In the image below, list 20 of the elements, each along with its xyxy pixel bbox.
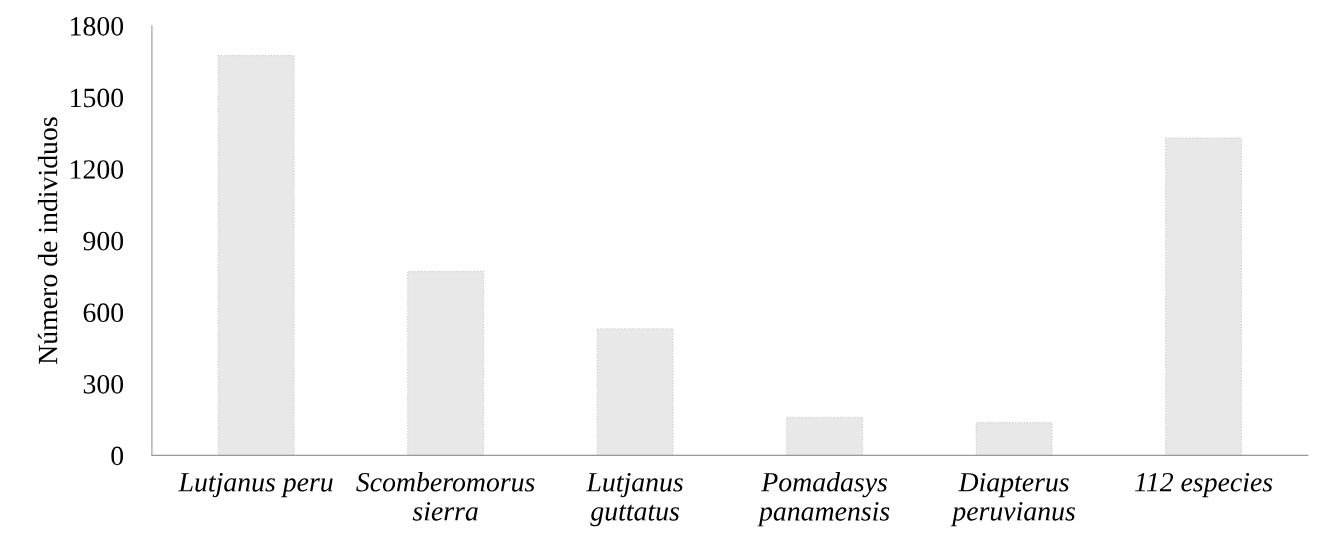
bar (1165, 137, 1243, 456)
bar (217, 55, 295, 456)
bar (407, 271, 485, 456)
y-axis-title: Número de individuos (37, 117, 58, 364)
y-tick-label: 0 (111, 446, 124, 466)
bar (786, 416, 864, 456)
y-tick-label: 300 (83, 374, 124, 394)
bar (975, 422, 1053, 456)
x-tick-label: Pomadasys panamensis (757, 472, 890, 527)
y-tick-label: 600 (83, 303, 124, 323)
x-tick-label: Diapterus peruvianus (950, 472, 1075, 527)
x-tick-label: Lutjanus peru (178, 472, 333, 498)
y-tick-label: 900 (83, 231, 124, 251)
x-tick-label: Scomberomorus sierra (356, 472, 535, 521)
y-tick-label: 1800 (71, 16, 124, 36)
x-tick-label: 112 especies (1135, 472, 1273, 498)
y-tick-label: 1200 (71, 160, 124, 179)
bar (596, 328, 674, 456)
y-tick-label: 1500 (71, 88, 124, 108)
x-tick-label: Lutjanus guttatus (586, 472, 683, 527)
